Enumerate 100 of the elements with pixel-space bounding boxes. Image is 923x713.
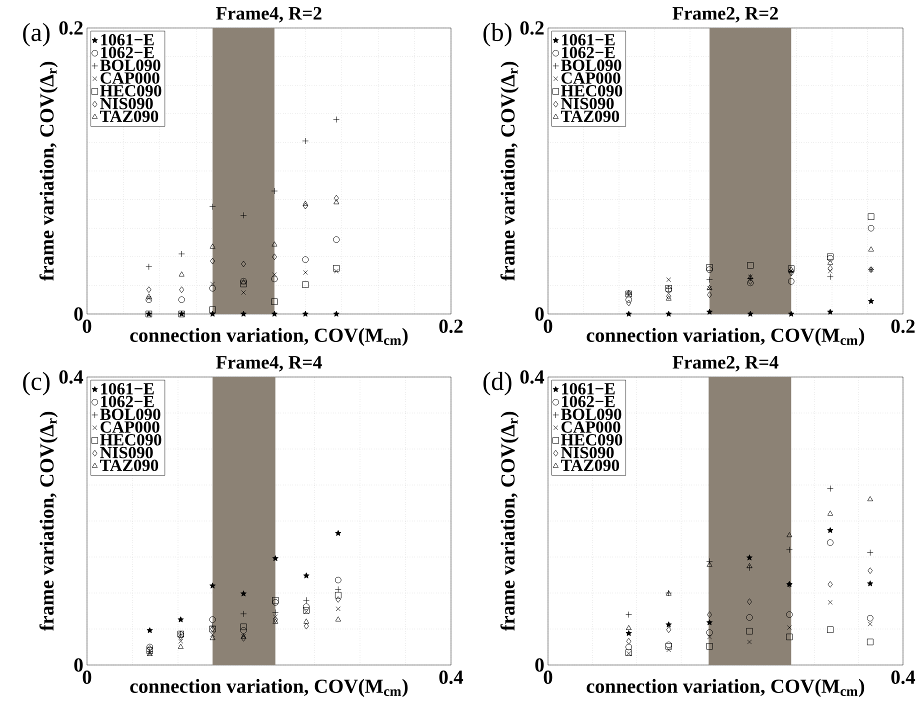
point — [146, 627, 153, 634]
point — [178, 296, 185, 303]
point — [210, 632, 215, 638]
point — [333, 310, 340, 317]
point — [334, 194, 339, 202]
point — [336, 606, 341, 612]
point — [788, 278, 794, 285]
point — [707, 634, 712, 640]
y-tick-label: 0 — [535, 658, 544, 672]
point — [746, 628, 753, 634]
point — [626, 625, 632, 630]
point — [866, 638, 874, 646]
point — [666, 310, 672, 317]
point — [335, 616, 341, 622]
point — [868, 214, 874, 220]
legend-label: NIS090 — [100, 98, 153, 110]
point — [240, 627, 247, 634]
legend-label: NIS090 — [100, 446, 153, 458]
legend-label: TAZ090 — [560, 460, 620, 472]
x-tick-label: 0 — [544, 320, 552, 333]
point — [828, 600, 833, 605]
chart-title: Frame4, R=2 — [216, 7, 322, 22]
x-axis-title: connection variation, COV(M$_{cm}$) — [586, 328, 864, 346]
point — [210, 258, 216, 264]
point — [866, 614, 874, 622]
y-tick-label: 0.2 — [520, 21, 544, 35]
point — [867, 496, 874, 502]
point — [303, 603, 310, 610]
point — [271, 276, 278, 282]
point — [333, 264, 340, 272]
point — [303, 607, 310, 614]
point — [786, 532, 792, 538]
point — [178, 634, 184, 640]
y-tick-label: 0 — [74, 307, 83, 321]
x-tick-label: 0.2 — [439, 320, 463, 334]
x-tick-label: 0 — [82, 670, 92, 684]
y-tick-label: 0.4 — [520, 370, 544, 384]
point — [241, 260, 246, 268]
legend-label: NIS090 — [561, 98, 614, 110]
point — [209, 285, 216, 292]
legend-label: CAP000 — [562, 72, 620, 84]
point — [304, 609, 309, 614]
legend-label: TAZ090 — [100, 460, 158, 472]
legend-label: HEC090 — [100, 85, 162, 97]
point — [241, 635, 246, 642]
x-tick-label: 0.4 — [891, 670, 916, 684]
point — [787, 625, 792, 630]
point — [706, 619, 713, 626]
point — [626, 300, 632, 306]
chart-title: Frame2, R=2 — [672, 7, 778, 22]
legend-label: BOL090 — [100, 408, 160, 420]
text: (c) — [23, 372, 50, 396]
point — [302, 256, 309, 263]
legend-label: NIS090 — [561, 446, 614, 458]
point — [746, 554, 753, 560]
legend-label: 1062−E — [562, 46, 615, 58]
point — [666, 648, 672, 652]
point — [210, 635, 216, 640]
point — [335, 530, 342, 536]
point — [209, 582, 216, 588]
legend-label: HEC090 — [561, 85, 622, 97]
x-tick-label: 0.2 — [891, 320, 915, 334]
legend-label: 1061−E — [562, 383, 615, 395]
point — [828, 268, 833, 274]
point — [788, 310, 794, 317]
point — [304, 622, 309, 630]
legend-label: CAP000 — [100, 72, 160, 84]
point — [786, 634, 793, 640]
point — [746, 614, 753, 621]
point — [146, 296, 152, 301]
point — [146, 286, 152, 293]
legend-label: 1061−E — [101, 34, 154, 46]
point — [272, 555, 278, 562]
point — [271, 310, 278, 317]
y-axis-title: frame variation, COV(Δ$_{r}$) — [39, 412, 58, 631]
point — [747, 262, 754, 269]
point — [178, 616, 184, 622]
point — [146, 294, 152, 299]
point — [209, 306, 216, 313]
point — [333, 236, 340, 243]
point — [626, 644, 632, 650]
point — [827, 527, 834, 534]
point — [706, 266, 713, 273]
point — [178, 271, 184, 276]
point — [746, 598, 752, 605]
point — [336, 596, 341, 603]
point — [210, 244, 216, 249]
point — [868, 567, 873, 574]
x-tick-label: 0 — [82, 320, 92, 333]
text: (b) — [483, 22, 512, 46]
point — [302, 310, 308, 317]
point — [240, 590, 247, 596]
point — [240, 310, 247, 317]
x-axis-title: connection variation, COV(M$_{cm}$) — [130, 678, 408, 697]
point — [666, 277, 672, 282]
point — [302, 281, 309, 288]
text: (d) — [483, 372, 512, 396]
point — [747, 640, 752, 644]
point — [626, 310, 632, 317]
point — [271, 298, 278, 305]
